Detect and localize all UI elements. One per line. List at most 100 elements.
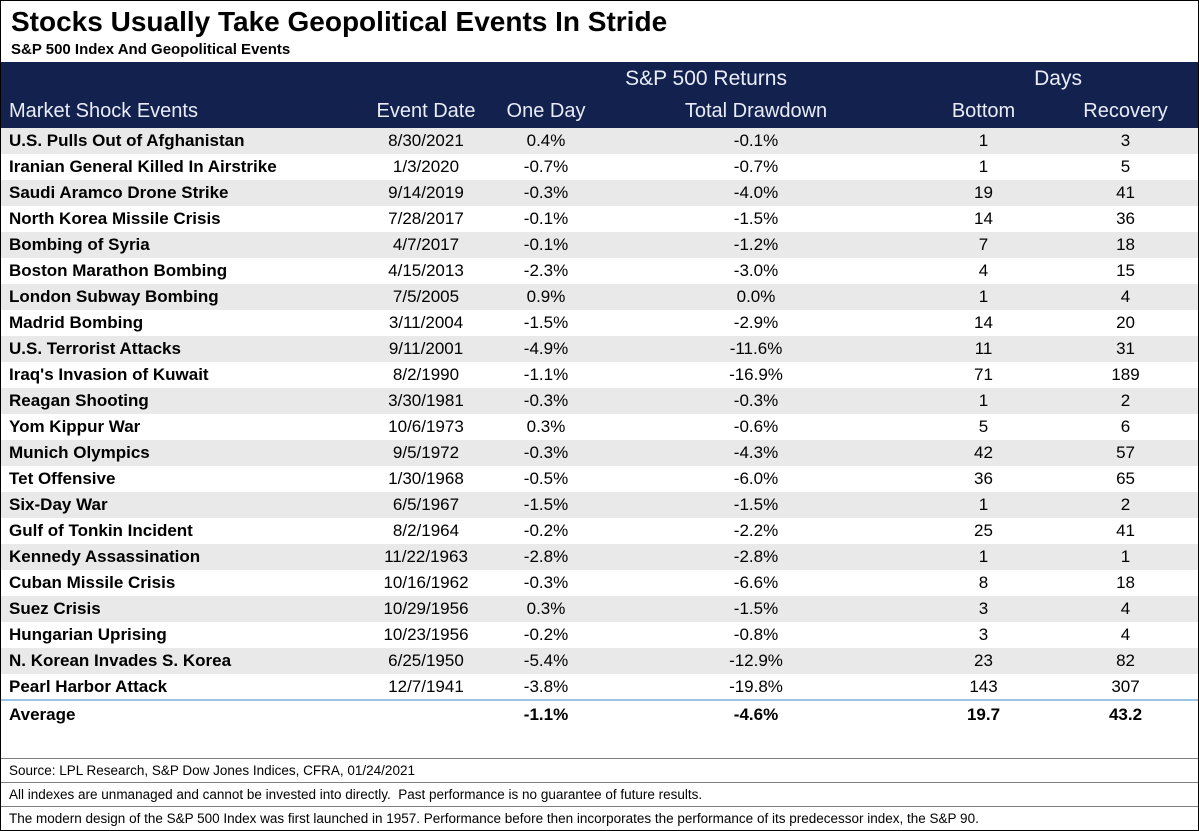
group-header-returns: S&P 500 Returns: [625, 66, 787, 90]
event-value: -2.8%: [523, 547, 569, 567]
event-value: 1/30/1968: [388, 469, 464, 489]
source-note: Source: LPL Research, S&P Dow Jones Indi…: [1, 758, 1198, 782]
event-value: -1.5%: [733, 495, 779, 515]
event-value: 19: [974, 183, 993, 203]
table-row: Hungarian Uprising 10/23/1956 -0.2% -0.8% 3 4: [1, 622, 1198, 649]
event-value: -0.2%: [523, 521, 569, 541]
event-value: -1.5%: [523, 495, 569, 515]
event-value: 1: [978, 287, 989, 307]
event-value: 9/11/2001: [388, 339, 464, 359]
event-value: -0.6%: [733, 417, 779, 437]
event-value: 189: [1111, 365, 1140, 385]
event-value: 3: [978, 599, 989, 619]
event-value: 82: [1116, 651, 1135, 671]
event-value: 10/29/1956: [383, 599, 469, 619]
event-value: 25: [974, 521, 993, 541]
event-value: 23: [974, 651, 993, 671]
event-value: 42: [974, 443, 993, 463]
events-table: S&P 500 Returns Days Market Shock Events…: [1, 62, 1198, 730]
table-row: Gulf of Tonkin Incident 8/2/1964 -0.2% -2.2…: [1, 518, 1198, 545]
event-value: 4/7/2017: [392, 235, 460, 255]
column-header-market-shock-events: Market Shock Events: [9, 100, 198, 123]
event-value: 0.4%: [526, 131, 566, 151]
event-value: -0.3%: [523, 573, 569, 593]
group-header-spacer: [1, 62, 496, 95]
table-row: Six-Day War 6/5/1967 -1.5% -1.5% 1 2: [1, 492, 1198, 519]
event-value: 1: [1120, 547, 1131, 567]
event-value: -4.0%: [733, 183, 779, 203]
event-value: -2.8%: [733, 547, 779, 567]
event-value: 0.0%: [736, 287, 776, 307]
event-value: -3.0%: [733, 261, 779, 281]
average-recovery: 43.2: [1051, 699, 1198, 730]
average-bottom: 19.7: [916, 699, 1052, 730]
group-header-row: S&P 500 Returns Days: [1, 62, 1198, 96]
column-header-bottom: Bottom: [951, 100, 1016, 123]
table-row: Saudi Aramco Drone Strike 9/14/2019 -0.3% -…: [1, 180, 1198, 207]
event-value: 15: [1116, 261, 1135, 281]
table-row: Pearl Harbor Attack 12/7/1941 -3.8% -19.8% 1…: [1, 674, 1198, 701]
event-value: 1: [978, 495, 989, 515]
event-value: 3: [1120, 131, 1131, 151]
event-name: N. Korean Invades S. Korea: [9, 651, 232, 671]
event-value: 71: [974, 365, 993, 385]
disclaimer-note: All indexes are unmanaged and cannot be …: [1, 782, 1198, 806]
event-value: 57: [1116, 443, 1135, 463]
table-footer: Average -1.1% -4.6% 19.7 43.2: [1, 699, 1198, 730]
event-value: 1/3/2020: [392, 157, 460, 177]
event-name: Yom Kippur War: [9, 417, 141, 437]
event-value: 6: [1120, 417, 1131, 437]
table-row: Boston Marathon Bombing 4/15/2013 -2.3% -3.…: [1, 258, 1198, 285]
average-label: Average: [1, 699, 356, 730]
event-name: Kennedy Assassination: [9, 547, 201, 567]
table-row: North Korea Missile Crisis 7/28/2017 -0.1%…: [1, 206, 1198, 233]
event-value: 1: [978, 157, 989, 177]
event-value: -0.3%: [733, 391, 779, 411]
event-value: 3/30/1981: [388, 391, 464, 411]
column-header-row: Market Shock Events Event Date One Day T…: [1, 95, 1198, 129]
table-row: London Subway Bombing 7/5/2005 0.9% 0.0% 1 4: [1, 284, 1198, 311]
event-name: London Subway Bombing: [9, 287, 219, 307]
event-name: Hungarian Uprising: [9, 625, 167, 645]
event-value: -1.5%: [733, 599, 779, 619]
table-row: Iranian General Killed In Airstrike 1/3/2…: [1, 154, 1198, 181]
event-value: -4.9%: [523, 339, 569, 359]
event-value: 20: [1116, 313, 1135, 333]
event-value: -0.1%: [733, 131, 779, 151]
footnotes-block: Source: LPL Research, S&P Dow Jones Indi…: [1, 758, 1198, 830]
event-value: -6.0%: [733, 469, 779, 489]
event-value: 5: [1120, 157, 1131, 177]
event-value: 41: [1116, 183, 1135, 203]
event-value: 18: [1116, 573, 1135, 593]
event-value: 1: [978, 547, 989, 567]
event-value: 0.3%: [526, 417, 566, 437]
event-name: Tet Offensive: [9, 469, 116, 489]
event-name: Iranian General Killed In Airstrike: [9, 157, 277, 177]
event-value: 8/2/1964: [392, 521, 460, 541]
event-value: 2: [1120, 391, 1131, 411]
event-value: 0.9%: [526, 287, 566, 307]
event-value: 31: [1116, 339, 1135, 359]
event-value: 36: [974, 469, 993, 489]
average-total-drawdown: -4.6%: [596, 699, 917, 730]
column-header-event-date: Event Date: [376, 100, 476, 123]
event-value: 307: [1111, 676, 1140, 696]
table-row: Yom Kippur War 10/6/1973 0.3% -0.6% 5 6: [1, 414, 1198, 441]
event-name: Madrid Bombing: [9, 313, 144, 333]
event-value: -2.9%: [733, 313, 779, 333]
event-value: 18: [1116, 235, 1135, 255]
event-value: 3: [978, 625, 989, 645]
table-row: U.S. Pulls Out of Afghanistan 8/30/2021 0.…: [1, 128, 1198, 155]
event-value: -0.8%: [733, 625, 779, 645]
title-block: Stocks Usually Take Geopolitical Events …: [1, 1, 1198, 62]
event-value: 6/25/1950: [388, 651, 464, 671]
event-value: 143: [969, 676, 998, 696]
event-value: 7: [978, 235, 989, 255]
table-row: Madrid Bombing 3/11/2004 -1.5% -2.9% 14 20: [1, 310, 1198, 337]
event-value: -1.1%: [523, 365, 569, 385]
event-name: Boston Marathon Bombing: [9, 261, 228, 281]
average-event-date: [356, 699, 496, 730]
event-name: Gulf of Tonkin Incident: [9, 521, 193, 541]
group-header-days: Days: [1034, 66, 1082, 90]
